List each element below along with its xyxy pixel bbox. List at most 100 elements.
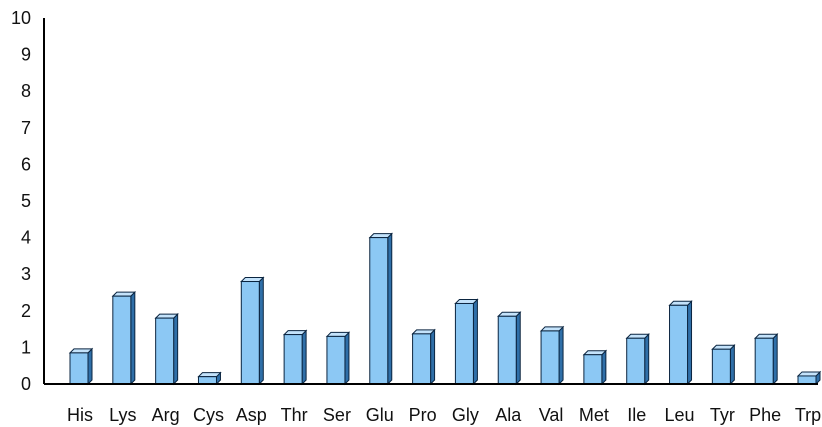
x-tick-label: Thr bbox=[281, 405, 308, 425]
bar-front-face bbox=[497, 315, 517, 385]
bar-top-face bbox=[282, 330, 308, 336]
bar-side-face bbox=[772, 333, 778, 386]
bar-front-face bbox=[583, 354, 603, 385]
x-tick-label: Glu bbox=[366, 405, 394, 425]
y-tick-label: 3 bbox=[21, 264, 31, 284]
bar-trp bbox=[796, 370, 822, 386]
bar-front-face bbox=[454, 302, 474, 385]
bar-front-face bbox=[669, 304, 689, 385]
x-tick-label: Ala bbox=[495, 405, 522, 425]
bar-asp bbox=[240, 276, 265, 386]
bar-side-face bbox=[87, 347, 93, 386]
x-tick-label: Lys bbox=[109, 405, 136, 425]
bar-tyr bbox=[711, 344, 736, 386]
bar-top-face bbox=[197, 372, 222, 378]
bar-side-face bbox=[644, 333, 650, 386]
bar-top-face bbox=[711, 344, 736, 350]
x-tick-label: Asp bbox=[236, 405, 267, 425]
bar-top-face bbox=[454, 298, 479, 304]
bar-side-face bbox=[472, 298, 478, 386]
x-tick-label: Ile bbox=[627, 405, 646, 425]
x-tick-label: Cys bbox=[193, 405, 224, 425]
bar-front-face bbox=[326, 335, 346, 385]
bar-top-face bbox=[240, 277, 265, 283]
bar-front-face bbox=[69, 352, 89, 385]
bar-side-face bbox=[387, 232, 393, 386]
y-tick-label: 1 bbox=[21, 337, 31, 357]
bar-top-face bbox=[539, 326, 565, 332]
x-tick-label: Tyr bbox=[710, 405, 735, 425]
x-tick-label: Ser bbox=[323, 405, 351, 425]
bar-top-face bbox=[111, 291, 137, 297]
bar-side-face bbox=[515, 311, 521, 386]
bar-front-face bbox=[240, 281, 260, 385]
x-tick-label: Gly bbox=[452, 405, 479, 425]
y-tick-label: 9 bbox=[21, 45, 31, 65]
x-tick-label: Val bbox=[539, 405, 564, 425]
x-tick-label: Trp bbox=[795, 405, 821, 425]
y-tick-label: 8 bbox=[21, 81, 31, 101]
x-axis-ticks: His Lys Arg Cys Asp Thr Ser Glu Pro Gly Ala Val Met I… bbox=[67, 405, 821, 425]
bar-front-face bbox=[797, 375, 817, 385]
bar-side-face bbox=[601, 349, 607, 386]
bar-top-face bbox=[582, 350, 608, 356]
bar-val bbox=[539, 325, 565, 386]
bar-his bbox=[68, 347, 94, 386]
bar-front-face bbox=[626, 337, 646, 385]
bar-ser bbox=[325, 331, 351, 386]
bar-phe bbox=[753, 333, 779, 386]
bar-pro bbox=[411, 328, 436, 386]
bar-front-face bbox=[711, 348, 731, 385]
bar-ala bbox=[497, 311, 522, 386]
bar-arg bbox=[154, 312, 179, 386]
y-tick-label: 5 bbox=[21, 191, 31, 211]
bar-front-face bbox=[369, 237, 389, 385]
bar-side-face bbox=[687, 300, 693, 386]
bar-gly bbox=[454, 298, 479, 386]
bar-side-face bbox=[173, 312, 179, 386]
bar-side-face bbox=[258, 276, 264, 386]
y-tick-label: 6 bbox=[21, 154, 31, 174]
bar-top-face bbox=[154, 313, 179, 319]
bars-group bbox=[68, 232, 822, 386]
bar-side-face bbox=[729, 344, 735, 386]
bar-side-face bbox=[430, 328, 436, 386]
bar-top-face bbox=[325, 331, 351, 337]
bar-front-face bbox=[155, 317, 175, 385]
bar-met bbox=[582, 349, 608, 386]
bar-front-face bbox=[540, 330, 560, 385]
x-tick-label: Met bbox=[579, 405, 609, 425]
bar-top-face bbox=[668, 300, 693, 306]
y-tick-label: 0 bbox=[21, 374, 31, 394]
bar-glu bbox=[368, 232, 393, 386]
y-tick-label: 10 bbox=[11, 8, 31, 28]
bar-leu bbox=[668, 300, 693, 386]
x-tick-label: Pro bbox=[409, 405, 437, 425]
bar-front-face bbox=[754, 337, 774, 385]
x-tick-label: Arg bbox=[152, 405, 180, 425]
bar-top-face bbox=[411, 329, 436, 335]
bar-front-face bbox=[197, 376, 217, 385]
bar-front-face bbox=[112, 295, 132, 385]
x-tick-label: His bbox=[67, 405, 93, 425]
bar-side-face bbox=[344, 331, 350, 386]
y-tick-label: 7 bbox=[21, 118, 31, 138]
bar-top-face bbox=[497, 311, 522, 317]
x-tick-label: Leu bbox=[665, 405, 695, 425]
bar-cys bbox=[197, 371, 222, 386]
bar-top-face bbox=[368, 233, 393, 239]
bar-ile bbox=[625, 333, 650, 386]
bar-front-face bbox=[412, 333, 432, 385]
bar-top-face bbox=[753, 333, 779, 339]
bar-side-face bbox=[301, 329, 307, 386]
y-axis-ticks: 0 1 2 3 4 5 6 7 8 9 10 bbox=[11, 8, 31, 394]
bar-top-face bbox=[796, 371, 822, 377]
bar-side-face bbox=[558, 325, 564, 386]
bar-side-face bbox=[130, 290, 136, 386]
bar-top-face bbox=[68, 348, 94, 354]
bar-lys bbox=[111, 290, 137, 386]
y-tick-label: 4 bbox=[21, 228, 31, 248]
bar-thr bbox=[282, 329, 308, 386]
